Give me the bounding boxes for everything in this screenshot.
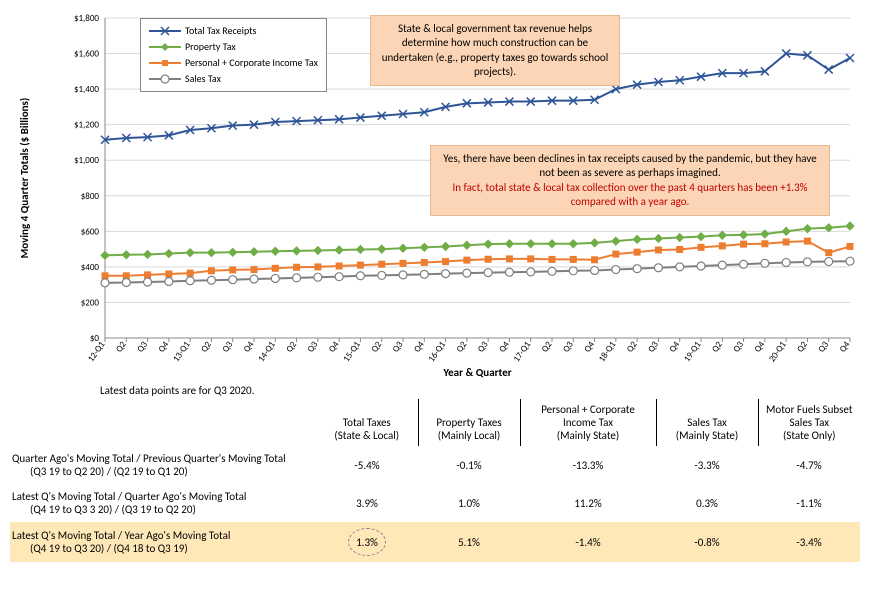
svg-text:$600: $600 bbox=[81, 226, 100, 237]
table-cell: -0.8% bbox=[656, 522, 758, 562]
row-label: Latest Q's Moving Total / Quarter Ago's … bbox=[10, 484, 316, 522]
row-label: Quarter Ago's Moving Total / Previous Qu… bbox=[10, 446, 316, 484]
table-header: Total Taxes(State & Local) bbox=[316, 399, 418, 446]
table-header: Motor Fuels SubsetSales Tax(State Only) bbox=[758, 399, 860, 446]
table-cell: 5.1% bbox=[418, 522, 520, 562]
table-cell: 1.0% bbox=[418, 484, 520, 522]
legend-item: Sales Tax bbox=[149, 71, 318, 87]
chart-container: $0$200$400$600$800$1,000$1,200$1,400$1,6… bbox=[10, 10, 860, 380]
legend-label: Property Tax bbox=[185, 39, 236, 55]
table-cell: -5.4% bbox=[316, 446, 418, 484]
svg-text:17-Q1: 17-Q1 bbox=[511, 339, 533, 364]
table-row: Quarter Ago's Moving Total / Previous Qu… bbox=[10, 446, 860, 484]
table-header: Property Taxes(Mainly Local) bbox=[418, 399, 520, 446]
row-label: Latest Q's Moving Total / Year Ago's Mov… bbox=[10, 522, 316, 562]
table-cell: 1.3% bbox=[316, 522, 418, 562]
table-cell: -4.7% bbox=[758, 446, 860, 484]
table-cell: -13.3% bbox=[520, 446, 656, 484]
svg-text:16-Q1: 16-Q1 bbox=[426, 339, 448, 364]
svg-text:$1,800: $1,800 bbox=[74, 13, 99, 24]
svg-text:14-Q1: 14-Q1 bbox=[256, 339, 278, 364]
svg-text:$1,000: $1,000 bbox=[74, 155, 99, 166]
latest-note: Latest data points are for Q3 2020. bbox=[100, 384, 860, 397]
legend-item: Total Tax Receipts bbox=[149, 23, 318, 39]
table-cell: -3.4% bbox=[758, 522, 860, 562]
table-cell: -0.1% bbox=[418, 446, 520, 484]
legend-label: Total Tax Receipts bbox=[185, 23, 256, 39]
svg-text:18-Q1: 18-Q1 bbox=[596, 339, 618, 364]
table-cell: 11.2% bbox=[520, 484, 656, 522]
legend-item: Property Tax bbox=[149, 39, 318, 55]
table-row: Latest Q's Moving Total / Quarter Ago's … bbox=[10, 484, 860, 522]
svg-text:20-Q1: 20-Q1 bbox=[767, 339, 789, 364]
svg-text:13-Q1: 13-Q1 bbox=[171, 339, 193, 364]
table-row: Latest Q's Moving Total / Year Ago's Mov… bbox=[10, 522, 860, 562]
svg-text:19-Q1: 19-Q1 bbox=[682, 339, 704, 364]
legend-label: Sales Tax bbox=[185, 71, 221, 87]
svg-text:$800: $800 bbox=[81, 191, 100, 202]
chart-legend: Total Tax ReceiptsProperty TaxPersonal +… bbox=[140, 18, 327, 92]
svg-text:12-Q1: 12-Q1 bbox=[86, 339, 108, 364]
legend-label: Personal + Corporate Income Tax bbox=[185, 55, 318, 71]
svg-text:$1,400: $1,400 bbox=[74, 84, 99, 95]
svg-text:$1,600: $1,600 bbox=[74, 49, 99, 60]
callout-box: State & local government tax revenue hel… bbox=[370, 15, 620, 86]
table-cell: -1.4% bbox=[520, 522, 656, 562]
table-cell: -1.1% bbox=[758, 484, 860, 522]
callout-box: Yes, there have been declines in tax rec… bbox=[430, 145, 830, 216]
svg-text:$400: $400 bbox=[81, 262, 100, 273]
table-header: Sales Tax(Mainly State) bbox=[656, 399, 758, 446]
legend-item: Personal + Corporate Income Tax bbox=[149, 55, 318, 71]
table-cell: -3.3% bbox=[656, 446, 758, 484]
svg-text:Year & Quarter: Year & Quarter bbox=[442, 366, 511, 379]
table-header: Personal + CorporateIncome Tax(Mainly St… bbox=[520, 399, 656, 446]
svg-text:Moving 4 Quarter Totals ($ Bil: Moving 4 Quarter Totals ($ Billions) bbox=[18, 98, 31, 259]
percent-change-table: Total Taxes(State & Local)Property Taxes… bbox=[10, 399, 860, 562]
table-header bbox=[10, 399, 316, 446]
table-cell: 3.9% bbox=[316, 484, 418, 522]
svg-text:$200: $200 bbox=[81, 297, 100, 308]
table-cell: 0.3% bbox=[656, 484, 758, 522]
svg-text:15-Q1: 15-Q1 bbox=[341, 339, 363, 364]
svg-text:$1,200: $1,200 bbox=[74, 120, 99, 131]
